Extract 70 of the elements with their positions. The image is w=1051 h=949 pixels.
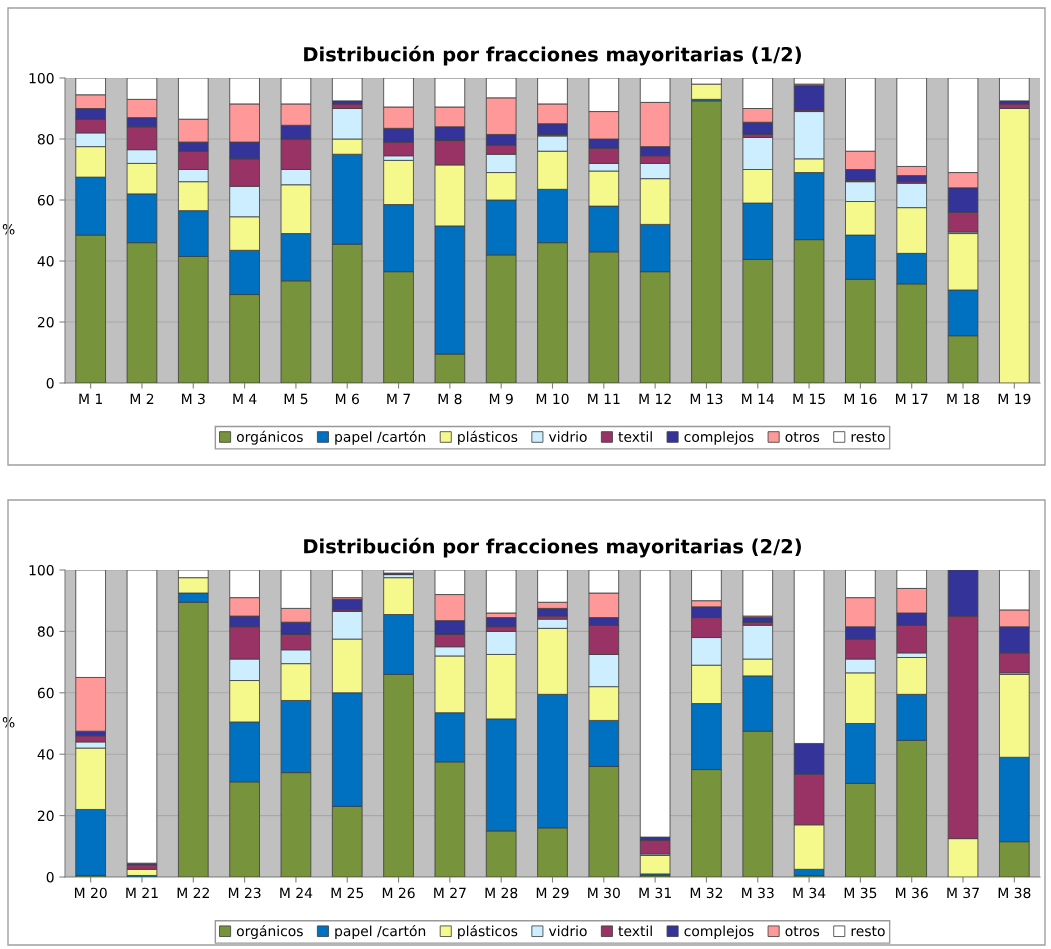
legend-label: plásticos — [458, 430, 518, 445]
x-tick-label: M 10 — [536, 393, 569, 405]
x-tick-label: M 12 — [639, 393, 671, 404]
x-tick-label: M 18 — [947, 393, 980, 405]
x-tick-label: M 29 — [536, 887, 569, 899]
legend-label: otros — [785, 432, 820, 443]
y-axis-title: % — [2, 224, 15, 235]
y-tick-label: 100 — [29, 72, 54, 84]
x-tick-label: M 11 — [588, 393, 620, 404]
x-tick-label: M 27 — [434, 887, 466, 898]
x-tick-label: M 3 — [182, 393, 205, 405]
chart-title: Distribución por fracciones mayoritarias (2/2) — [304, 537, 801, 558]
x-tick-label: M 30 — [588, 887, 620, 899]
y-tick-label: 60 — [37, 687, 54, 699]
legend-label: otros — [785, 926, 820, 937]
x-tick-label: M 17 — [896, 393, 928, 404]
y-tick-label: 0 — [46, 377, 54, 389]
x-tick-label: M 5 — [284, 393, 308, 405]
y-tick-label: 80 — [37, 626, 54, 637]
x-tick-label: M 8 — [438, 393, 462, 405]
y-tick-label: 80 — [37, 133, 54, 145]
legend-label: papel /cartón — [335, 430, 426, 445]
x-tick-label: M 23 — [228, 887, 261, 899]
legend-label: complejos — [684, 925, 754, 939]
legend-label: resto — [851, 432, 885, 443]
x-tick-label: M 25 — [331, 887, 364, 899]
x-tick-label: M 32 — [690, 887, 723, 899]
legend-label: textil — [618, 925, 652, 937]
x-tick-label: M 35 — [844, 887, 877, 899]
legend-label: resto — [851, 926, 885, 937]
legend-label: orgánicos — [236, 430, 303, 445]
legend-label: orgánicos — [236, 924, 303, 939]
x-tick-label: M 4 — [233, 393, 257, 404]
x-tick-label: M 15 — [793, 393, 825, 405]
legend-label: textil — [618, 431, 652, 443]
x-tick-label: M 36 — [896, 887, 928, 899]
x-tick-label: M 16 — [844, 393, 877, 405]
x-tick-label: M 22 — [177, 887, 209, 898]
x-tick-label: M 38 — [998, 887, 1031, 899]
x-tick-label: M 24 — [280, 887, 313, 898]
legend-label: vidrio — [548, 431, 587, 443]
x-tick-label: M 14 — [742, 393, 775, 404]
x-tick-label: M 37 — [947, 887, 979, 899]
x-tick-label: M 20 — [74, 887, 107, 899]
x-tick-label: M 9 — [489, 393, 513, 405]
x-tick-label: M 28 — [485, 887, 518, 899]
legend-label: vidrio — [548, 925, 587, 937]
x-tick-label: M 1 — [79, 393, 102, 404]
x-tick-label: M 6 — [335, 393, 359, 405]
x-tick-label: M 21 — [126, 887, 158, 898]
x-tick-label: M 7 — [387, 393, 410, 404]
x-tick-label: M 33 — [742, 887, 774, 899]
legend-label: complejos — [684, 431, 754, 445]
y-tick-label: 40 — [37, 255, 54, 267]
x-tick-label: M 31 — [639, 887, 671, 899]
x-tick-label: M 19 — [998, 393, 1031, 405]
x-tick-label: M 26 — [382, 887, 415, 899]
y-tick-label: 60 — [37, 194, 54, 206]
y-tick-label: 100 — [29, 564, 54, 576]
chart-title: Distribución por fracciones mayoritarias (1/2) — [304, 45, 801, 66]
x-tick-label: M 13 — [690, 393, 723, 405]
y-tick-label: 20 — [37, 810, 54, 822]
x-tick-label: M 34 — [793, 887, 826, 899]
y-tick-label: 0 — [46, 871, 54, 883]
y-axis-title: % — [2, 717, 15, 728]
y-tick-label: 20 — [37, 316, 54, 328]
x-tick-label: M 2 — [130, 393, 154, 404]
legend-label: plásticos — [458, 924, 518, 939]
legend-label: papel /cartón — [335, 924, 426, 939]
y-tick-label: 40 — [37, 749, 54, 760]
